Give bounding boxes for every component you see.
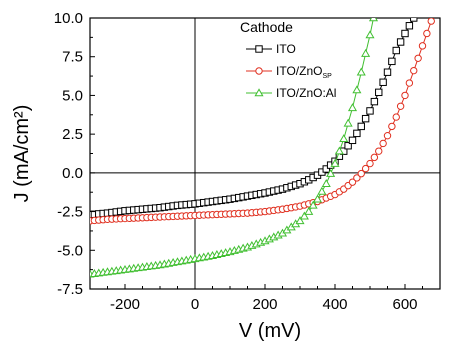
legend-label: ITO — [276, 42, 296, 56]
data-point — [352, 85, 362, 94]
legend-label-subscript: SP — [322, 73, 332, 80]
data-point — [356, 67, 366, 76]
legend-label-text: ITO — [276, 42, 296, 56]
y-tick-label: -2.5 — [57, 204, 83, 221]
data-point — [295, 216, 305, 225]
data-point — [392, 46, 400, 55]
legend-marker — [255, 67, 263, 75]
x-tick-label: 600 — [392, 296, 417, 313]
data-point — [392, 113, 400, 121]
data-point — [343, 118, 353, 127]
data-point — [353, 129, 361, 138]
data-point — [326, 168, 336, 177]
data-point — [388, 57, 396, 66]
data-point — [348, 178, 357, 186]
data-point — [396, 38, 405, 46]
data-point — [368, 18, 379, 22]
data-point — [379, 139, 387, 148]
data-point — [334, 146, 344, 155]
data-point — [379, 78, 387, 86]
series-line — [90, 18, 374, 275]
y-tick-label: 5.0 — [62, 87, 83, 104]
data-point — [339, 134, 349, 143]
data-point — [308, 200, 318, 209]
legend-title: Cathode — [240, 19, 293, 35]
data-point — [388, 122, 396, 131]
data-point — [353, 174, 361, 182]
x-tick-label: 200 — [252, 296, 277, 313]
legend-marker — [255, 45, 263, 53]
data-point — [405, 79, 414, 87]
data-point — [330, 158, 340, 167]
x-tick-label: 0 — [191, 296, 199, 313]
data-point — [383, 68, 392, 76]
data-point — [418, 42, 427, 50]
data-point — [427, 18, 435, 25]
data-point — [322, 165, 330, 173]
data-point — [361, 48, 371, 57]
y-axis-title: J (mA/cm²) — [11, 105, 33, 203]
x-tick-label: -200 — [110, 296, 140, 313]
data-point — [396, 102, 405, 110]
data-point — [383, 131, 392, 140]
data-point — [405, 22, 414, 30]
data-point — [361, 114, 370, 123]
data-point — [312, 194, 323, 203]
y-tick-label: 2.5 — [62, 126, 83, 143]
y-tick-label: 10.0 — [54, 10, 83, 27]
data-point — [344, 142, 352, 150]
y-tick-label: -7.5 — [57, 281, 83, 298]
data-point — [361, 164, 370, 173]
data-point — [304, 206, 314, 215]
data-point — [299, 211, 309, 220]
data-point — [375, 88, 383, 97]
y-tick-label: -5.0 — [57, 242, 83, 259]
series-1 — [90, 18, 435, 225]
data-point — [401, 91, 409, 100]
x-tick-label: 400 — [322, 296, 347, 313]
legend-label-text: ITO/ZnO:Al — [276, 86, 336, 100]
data-point — [357, 169, 365, 178]
data-point — [321, 179, 331, 187]
legend-label: ITO/ZnOSP — [276, 64, 332, 80]
data-point — [366, 159, 374, 168]
data-point — [317, 186, 327, 195]
data-point — [375, 147, 383, 155]
data-point — [410, 66, 418, 75]
series-2 — [90, 18, 379, 278]
data-point — [357, 122, 365, 131]
y-tick-label: 7.5 — [62, 49, 83, 66]
legend-label: ITO/ZnO:Al — [276, 86, 336, 100]
data-point — [348, 136, 357, 145]
data-point — [370, 153, 379, 162]
series-0 — [90, 18, 418, 219]
data-point — [410, 18, 418, 22]
data-point — [370, 97, 379, 106]
data-point — [414, 54, 422, 62]
data-point — [423, 29, 431, 38]
legend-marker — [254, 88, 264, 97]
y-tick-label: 0.0 — [62, 165, 83, 182]
data-point — [347, 103, 358, 112]
x-axis-title: V (mV) — [239, 320, 301, 342]
legend-label-text: ITO/ZnO — [276, 64, 322, 78]
data-point — [401, 29, 409, 38]
data-point — [366, 107, 374, 115]
data-point — [365, 30, 375, 39]
plot-frame — [89, 17, 441, 290]
